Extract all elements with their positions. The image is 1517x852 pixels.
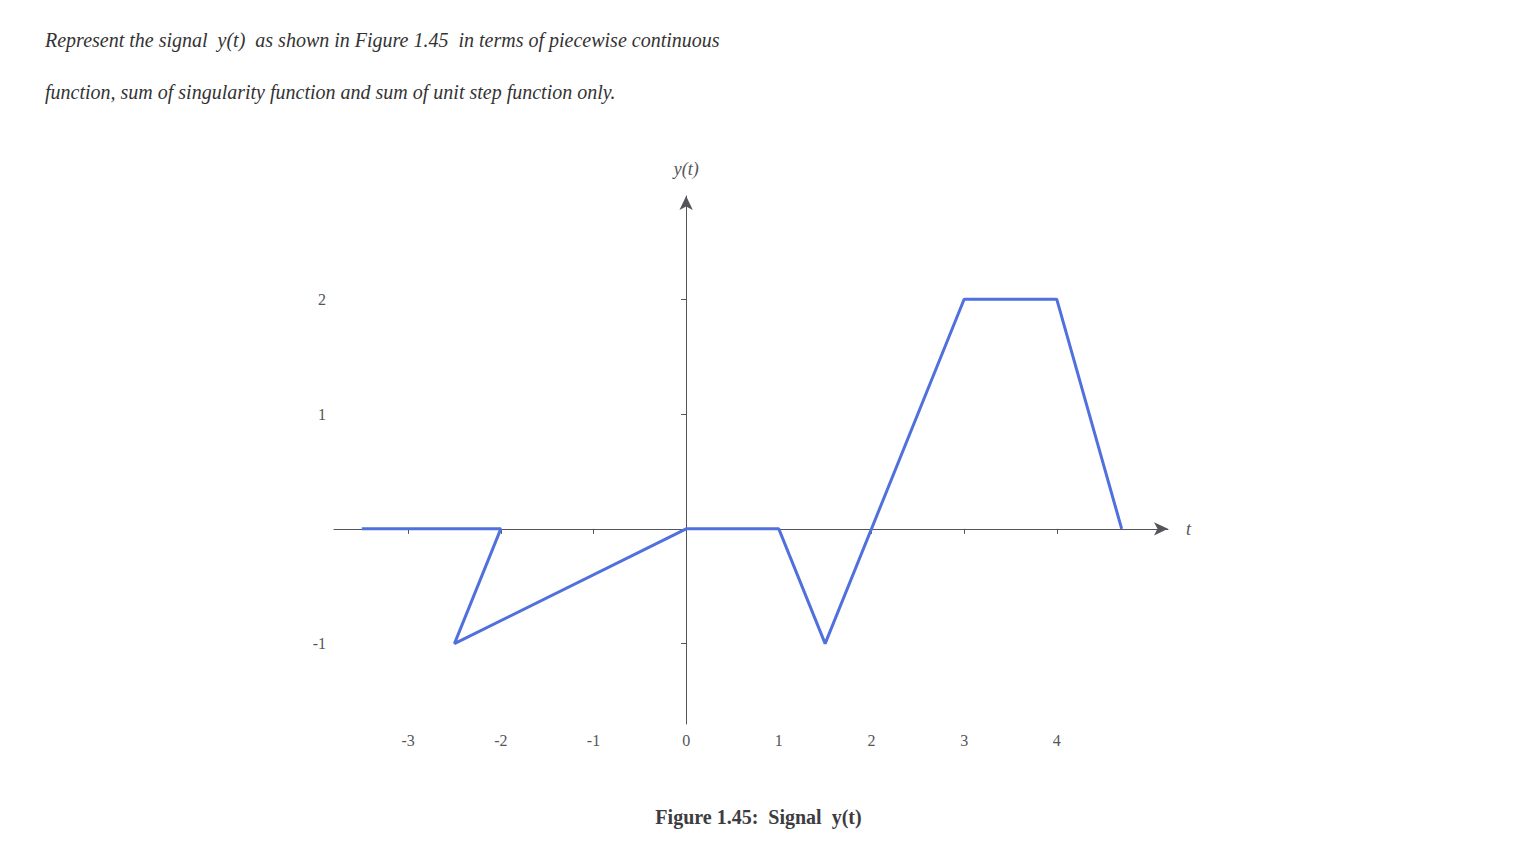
svg-text:1: 1 <box>318 406 326 423</box>
svg-text:y(t): y(t) <box>672 159 699 180</box>
svg-text:-1: -1 <box>313 635 326 652</box>
svg-text:2: 2 <box>867 732 875 749</box>
svg-text:-3: -3 <box>401 732 414 749</box>
svg-text:1: 1 <box>775 732 783 749</box>
svg-text:Figure 1.45: Signal y(t): Figure 1.45: Signal y(t) <box>655 806 861 829</box>
svg-text:4: 4 <box>1053 732 1061 749</box>
svg-text:t: t <box>1186 519 1192 539</box>
svg-text:Represent the signal y(t) as: Represent the signal y(t) as shown in Fi… <box>44 29 720 52</box>
svg-text:0: 0 <box>682 732 690 749</box>
svg-text:2: 2 <box>318 291 326 308</box>
svg-text:function, sum of singularity f: function, sum of singularity function an… <box>45 81 616 104</box>
svg-text:-2: -2 <box>494 732 507 749</box>
svg-text:-1: -1 <box>587 732 600 749</box>
svg-text:3: 3 <box>960 732 968 749</box>
